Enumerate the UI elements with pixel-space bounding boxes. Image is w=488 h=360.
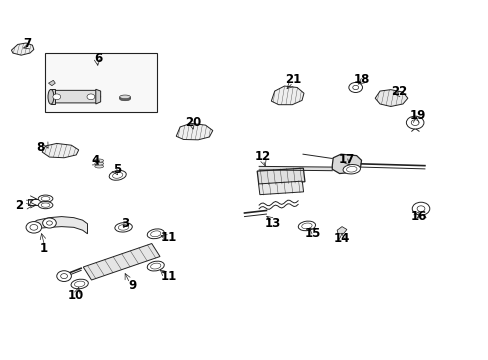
Circle shape [30, 225, 38, 230]
Text: 6: 6 [94, 51, 102, 64]
Ellipse shape [150, 263, 161, 269]
Polygon shape [176, 123, 212, 140]
Polygon shape [11, 43, 34, 55]
Circle shape [348, 82, 362, 93]
Ellipse shape [120, 96, 130, 99]
Text: 20: 20 [185, 116, 201, 129]
Ellipse shape [109, 170, 126, 180]
Text: 15: 15 [304, 226, 320, 239]
Circle shape [416, 206, 424, 212]
Text: 22: 22 [390, 85, 407, 98]
Circle shape [53, 94, 61, 100]
Text: 17: 17 [338, 153, 354, 166]
Polygon shape [336, 226, 346, 234]
Polygon shape [374, 90, 407, 107]
Text: 16: 16 [410, 210, 427, 223]
Text: 10: 10 [68, 289, 84, 302]
Circle shape [57, 271, 71, 282]
Circle shape [46, 221, 52, 225]
Ellipse shape [298, 221, 315, 231]
Ellipse shape [38, 202, 53, 209]
Ellipse shape [118, 225, 128, 230]
Ellipse shape [41, 197, 50, 201]
Ellipse shape [120, 97, 130, 101]
Polygon shape [83, 243, 160, 280]
Text: 11: 11 [161, 231, 177, 244]
Circle shape [406, 116, 423, 129]
Ellipse shape [301, 223, 311, 229]
Circle shape [352, 85, 358, 90]
Text: 1: 1 [40, 242, 47, 255]
Text: 5: 5 [112, 163, 121, 176]
Ellipse shape [95, 165, 103, 168]
Circle shape [42, 218, 56, 228]
Circle shape [410, 120, 418, 126]
Polygon shape [31, 217, 87, 234]
Text: 18: 18 [353, 73, 369, 86]
Ellipse shape [343, 165, 360, 174]
Circle shape [26, 222, 41, 233]
Polygon shape [271, 86, 304, 105]
Polygon shape [53, 90, 101, 103]
Ellipse shape [120, 95, 130, 99]
Polygon shape [257, 168, 305, 185]
Text: 7: 7 [23, 37, 32, 50]
Ellipse shape [147, 229, 164, 239]
Ellipse shape [112, 172, 122, 178]
Ellipse shape [147, 261, 164, 271]
Circle shape [61, 274, 67, 279]
Ellipse shape [120, 96, 130, 100]
Text: 9: 9 [128, 279, 136, 292]
Text: 3: 3 [121, 216, 129, 230]
Ellipse shape [71, 279, 88, 289]
Ellipse shape [346, 166, 356, 172]
Text: 13: 13 [264, 217, 280, 230]
Text: 21: 21 [285, 73, 301, 86]
Text: 19: 19 [408, 109, 425, 122]
Text: 4: 4 [91, 154, 100, 167]
Text: 12: 12 [254, 150, 271, 163]
Text: 2: 2 [15, 199, 23, 212]
Polygon shape [258, 181, 303, 195]
Polygon shape [51, 89, 55, 104]
Text: 11: 11 [161, 270, 177, 283]
Polygon shape [48, 80, 55, 86]
Ellipse shape [41, 203, 50, 207]
Text: 14: 14 [333, 231, 349, 244]
Ellipse shape [74, 281, 85, 287]
Ellipse shape [95, 159, 103, 162]
Ellipse shape [95, 162, 103, 165]
Polygon shape [42, 143, 79, 158]
Ellipse shape [38, 195, 53, 202]
Ellipse shape [115, 222, 132, 232]
Ellipse shape [150, 231, 161, 237]
Polygon shape [331, 154, 361, 174]
Circle shape [411, 202, 429, 215]
Bar [44, 53, 157, 112]
Polygon shape [96, 89, 101, 104]
Ellipse shape [48, 89, 54, 104]
Circle shape [87, 94, 95, 100]
Text: 8: 8 [37, 141, 45, 154]
